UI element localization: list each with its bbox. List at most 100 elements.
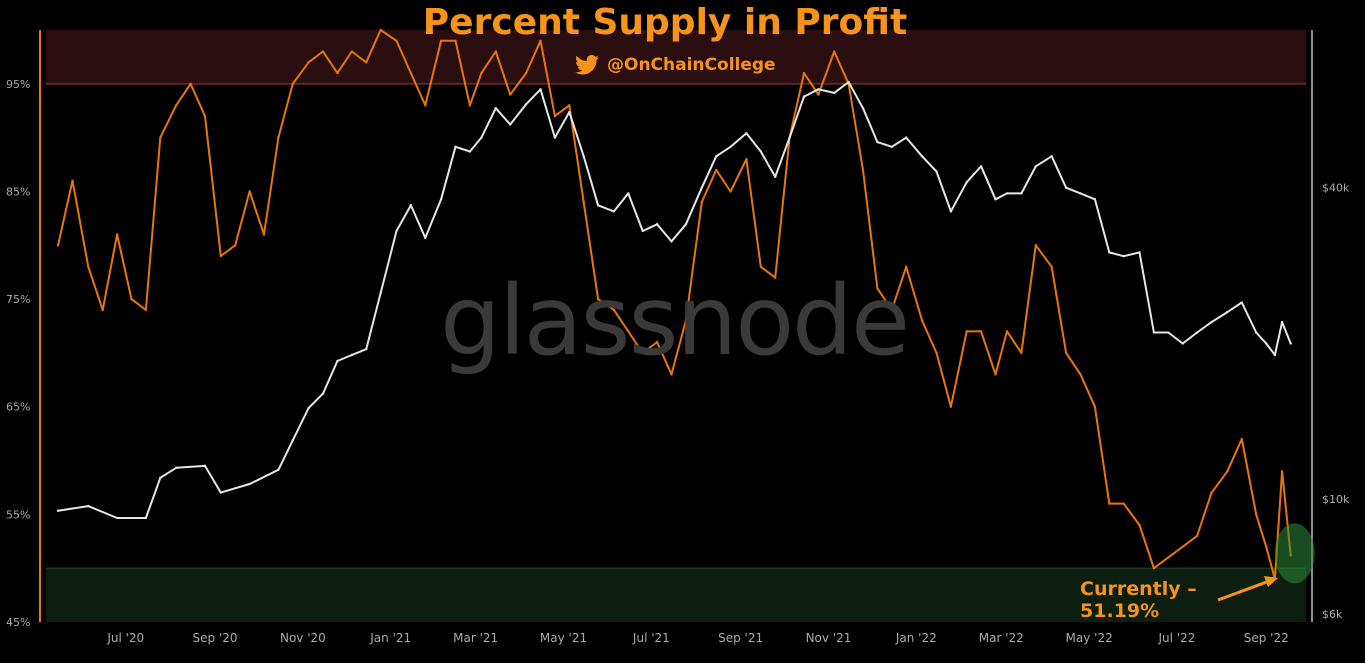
supply-point <box>159 136 162 139</box>
price-point <box>935 170 938 173</box>
supply-point <box>1210 491 1213 495</box>
supply-point <box>174 104 178 107</box>
price-point <box>1265 342 1268 345</box>
supply-point <box>568 104 571 107</box>
supply-point <box>1240 437 1243 441</box>
price-point <box>979 165 983 168</box>
supply-point <box>745 157 748 161</box>
x-tick-label: Jul '20 <box>106 631 144 645</box>
price-point <box>729 145 732 148</box>
x-tick-label: Sep '21 <box>718 631 763 645</box>
supply-point <box>409 71 413 75</box>
price-point <box>1280 320 1284 324</box>
supply-point <box>670 373 673 376</box>
price-point <box>1181 342 1184 345</box>
zone-upper <box>46 30 1306 84</box>
price-point <box>1195 331 1199 334</box>
price-point <box>847 80 850 84</box>
price-point <box>1020 192 1023 195</box>
supply-point <box>979 330 983 333</box>
supply-point <box>468 104 472 107</box>
supply-point <box>1034 244 1038 247</box>
price-point <box>568 110 571 114</box>
supply-point <box>949 405 953 408</box>
price-point <box>115 516 119 520</box>
supply-point <box>1167 556 1170 559</box>
supply-point <box>817 93 820 96</box>
supply-point <box>248 190 251 193</box>
price-point <box>1167 331 1170 334</box>
price-point <box>203 464 207 468</box>
x-tick-label: Jan '22 <box>895 631 937 645</box>
supply-point <box>424 104 427 107</box>
price-point <box>627 192 630 195</box>
supply-point <box>277 136 280 139</box>
price-point <box>219 491 222 494</box>
price-point <box>817 88 820 91</box>
price-point <box>1122 254 1125 258</box>
supply-point <box>684 319 688 322</box>
price-point <box>87 504 90 508</box>
left-tick-label: 95% <box>6 78 30 91</box>
supply-point <box>774 276 777 279</box>
price-point <box>641 229 644 233</box>
x-tick-label: May '21 <box>540 631 587 645</box>
current-value-annotation: Currently – 51.19% <box>1080 578 1197 622</box>
price-point <box>1138 251 1141 254</box>
annotation-line1: Currently – <box>1080 578 1197 600</box>
price-point <box>1210 320 1213 324</box>
supply-point <box>920 319 924 322</box>
price-point <box>994 198 997 201</box>
price-point <box>876 140 879 144</box>
supply-point <box>700 201 703 204</box>
price-point <box>1050 155 1053 158</box>
price-point <box>1064 186 1068 189</box>
right-tick-label: $40k <box>1322 182 1350 195</box>
price-point <box>480 136 483 139</box>
supply-point <box>1122 502 1125 505</box>
supply-point <box>861 168 865 172</box>
twitter-handle[interactable]: @OnChainCollege <box>575 55 776 75</box>
price-point <box>1108 251 1111 254</box>
twitter-bird-icon <box>575 55 599 75</box>
supply-point <box>935 351 938 355</box>
supply-point <box>234 244 237 247</box>
supply-point <box>1005 330 1009 333</box>
price-point <box>714 155 718 158</box>
price-point <box>553 136 557 139</box>
price-point <box>1273 353 1277 357</box>
price-point <box>802 95 806 98</box>
price-point <box>159 476 162 480</box>
x-tick-label: May '22 <box>1066 631 1113 645</box>
left-tick-label: 55% <box>6 508 30 521</box>
supply-point <box>802 71 806 75</box>
price-point <box>774 175 777 178</box>
price-point <box>1093 198 1097 201</box>
supply-point <box>101 308 104 312</box>
price-point <box>395 229 398 233</box>
supply-point <box>729 190 732 193</box>
price-point <box>670 240 673 243</box>
price-point <box>321 392 325 395</box>
supply-point <box>189 82 192 86</box>
price-point <box>1254 331 1258 334</box>
supply-point <box>379 28 382 32</box>
x-tick-label: Jul '22 <box>1158 631 1196 645</box>
price-point <box>700 186 703 189</box>
right-tick-label: $6k <box>1322 608 1343 621</box>
supply-point <box>714 168 718 172</box>
supply-point <box>336 71 339 75</box>
supply-point <box>395 39 398 42</box>
supply-point <box>641 351 644 355</box>
supply-point <box>494 50 498 53</box>
left-tick-label: 45% <box>6 616 30 629</box>
price-point <box>424 236 427 240</box>
price-point <box>494 106 498 110</box>
twitter-handle-text: @OnChainCollege <box>607 55 776 75</box>
price-point <box>655 223 659 226</box>
annotation-arrow <box>1217 578 1273 602</box>
price-point <box>350 353 354 357</box>
supply-point <box>1280 470 1284 473</box>
price-point <box>336 359 339 363</box>
